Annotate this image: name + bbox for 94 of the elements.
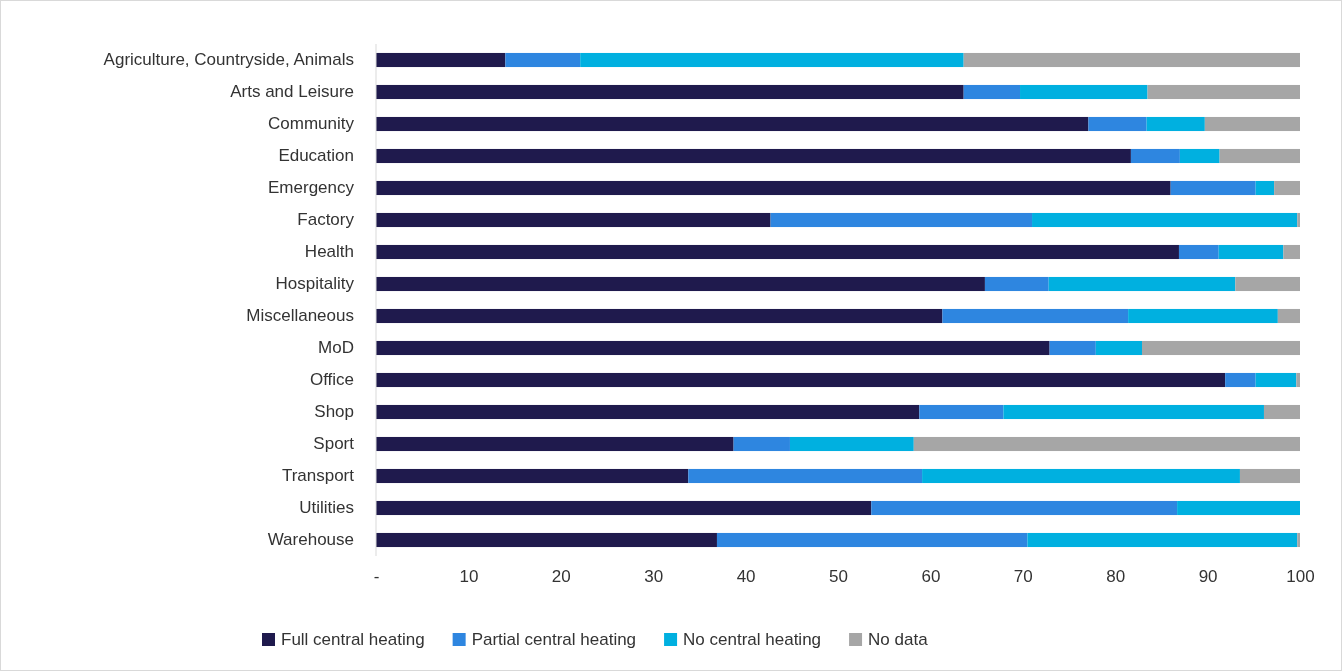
bar: [1297, 212, 1300, 228]
y-tick-label: Arts and Leisure: [230, 82, 354, 102]
x-tick-label: 100: [1286, 567, 1315, 587]
bar: [376, 180, 1171, 196]
legend-label: Full central heating: [281, 630, 425, 649]
bar: [1088, 116, 1147, 132]
bar: [1146, 116, 1205, 132]
bar: [1283, 244, 1300, 260]
bar: [376, 308, 943, 324]
bar: [963, 84, 1021, 100]
x-tick-label: -: [373, 567, 380, 587]
bar: [1048, 276, 1236, 292]
x-tick-label: 70: [1013, 567, 1033, 587]
bar: [963, 52, 1300, 68]
bar: [1277, 308, 1300, 324]
y-tick-label: Shop: [314, 402, 354, 422]
bar: [1147, 84, 1300, 100]
bar: [913, 436, 1300, 452]
bar: [376, 148, 1131, 164]
y-tick-label: Health: [304, 242, 354, 262]
y-tick-label: Miscellaneous: [246, 306, 354, 326]
bar: [1049, 340, 1096, 356]
bar: [376, 84, 964, 100]
x-tick-label: 30: [644, 567, 664, 587]
bar: [1178, 244, 1219, 260]
bar: [580, 52, 964, 68]
x-tick-label: 60: [921, 567, 941, 587]
bar: [1204, 116, 1300, 132]
bar: [1032, 212, 1298, 228]
bar: [1235, 276, 1300, 292]
bar: [1095, 340, 1142, 356]
y-tick-label: Hospitality: [275, 274, 355, 294]
bar: [376, 372, 1226, 388]
bar: [1239, 468, 1300, 484]
bar: [922, 468, 1240, 484]
y-tick-label: Emergency: [268, 178, 355, 198]
y-tick-label: MoD: [318, 338, 354, 358]
legend-label: No data: [868, 630, 929, 649]
y-tick-label: Education: [278, 146, 354, 166]
y-tick-label: Community: [268, 114, 355, 134]
x-tick-label: 50: [829, 567, 848, 587]
bar: [789, 436, 914, 452]
x-tick-label: 10: [459, 567, 479, 587]
y-tick-label: Agriculture, Countryside, Animals: [103, 50, 354, 70]
bar: [871, 500, 1178, 516]
bar: [376, 468, 689, 484]
bar: [716, 532, 1028, 548]
bar: [1218, 244, 1284, 260]
x-tick-label: 20: [551, 567, 571, 587]
bar: [1179, 148, 1220, 164]
bar: [1263, 404, 1300, 420]
bar: [1130, 148, 1180, 164]
y-tick-label: Factory: [297, 210, 355, 230]
bar: [505, 52, 581, 68]
legend-label: No central heating: [683, 630, 822, 649]
bar: [376, 52, 506, 68]
bar: [376, 212, 771, 228]
bar: [376, 116, 1089, 132]
bar: [376, 500, 872, 516]
bar: [1225, 372, 1256, 388]
bar: [1219, 148, 1300, 164]
bar: [1255, 372, 1297, 388]
bar: [1177, 500, 1300, 516]
bar: [1027, 532, 1298, 548]
y-tick-label: Sport: [313, 434, 355, 454]
bar: [919, 404, 1004, 420]
bar: [1003, 404, 1264, 420]
x-tick-label: 80: [1106, 567, 1126, 587]
y-tick-label: Transport: [281, 466, 355, 486]
bar: [376, 404, 920, 420]
bar: [1170, 180, 1256, 196]
bar: [376, 532, 717, 548]
bar: [376, 276, 985, 292]
bar: [1274, 180, 1300, 196]
bar: [376, 436, 734, 452]
bar: [942, 308, 1129, 324]
bar: [376, 244, 1179, 260]
bar: [770, 212, 1033, 228]
bar: [1142, 340, 1300, 356]
bar: [688, 468, 923, 484]
legend-label: Partial central heating: [471, 630, 637, 649]
x-tick-label: 40: [736, 567, 756, 587]
y-tick-label: Warehouse: [267, 530, 354, 550]
bar: [1020, 84, 1148, 100]
y-tick-label: Office: [309, 370, 354, 390]
x-tick-label: 90: [1198, 567, 1218, 587]
bar: [1297, 532, 1300, 548]
bar: [376, 340, 1050, 356]
bar: [1255, 180, 1275, 196]
y-tick-label: Utilities: [299, 498, 354, 518]
bar: [1296, 372, 1300, 388]
bar: [733, 436, 790, 452]
bar: [1128, 308, 1278, 324]
bar: [984, 276, 1049, 292]
